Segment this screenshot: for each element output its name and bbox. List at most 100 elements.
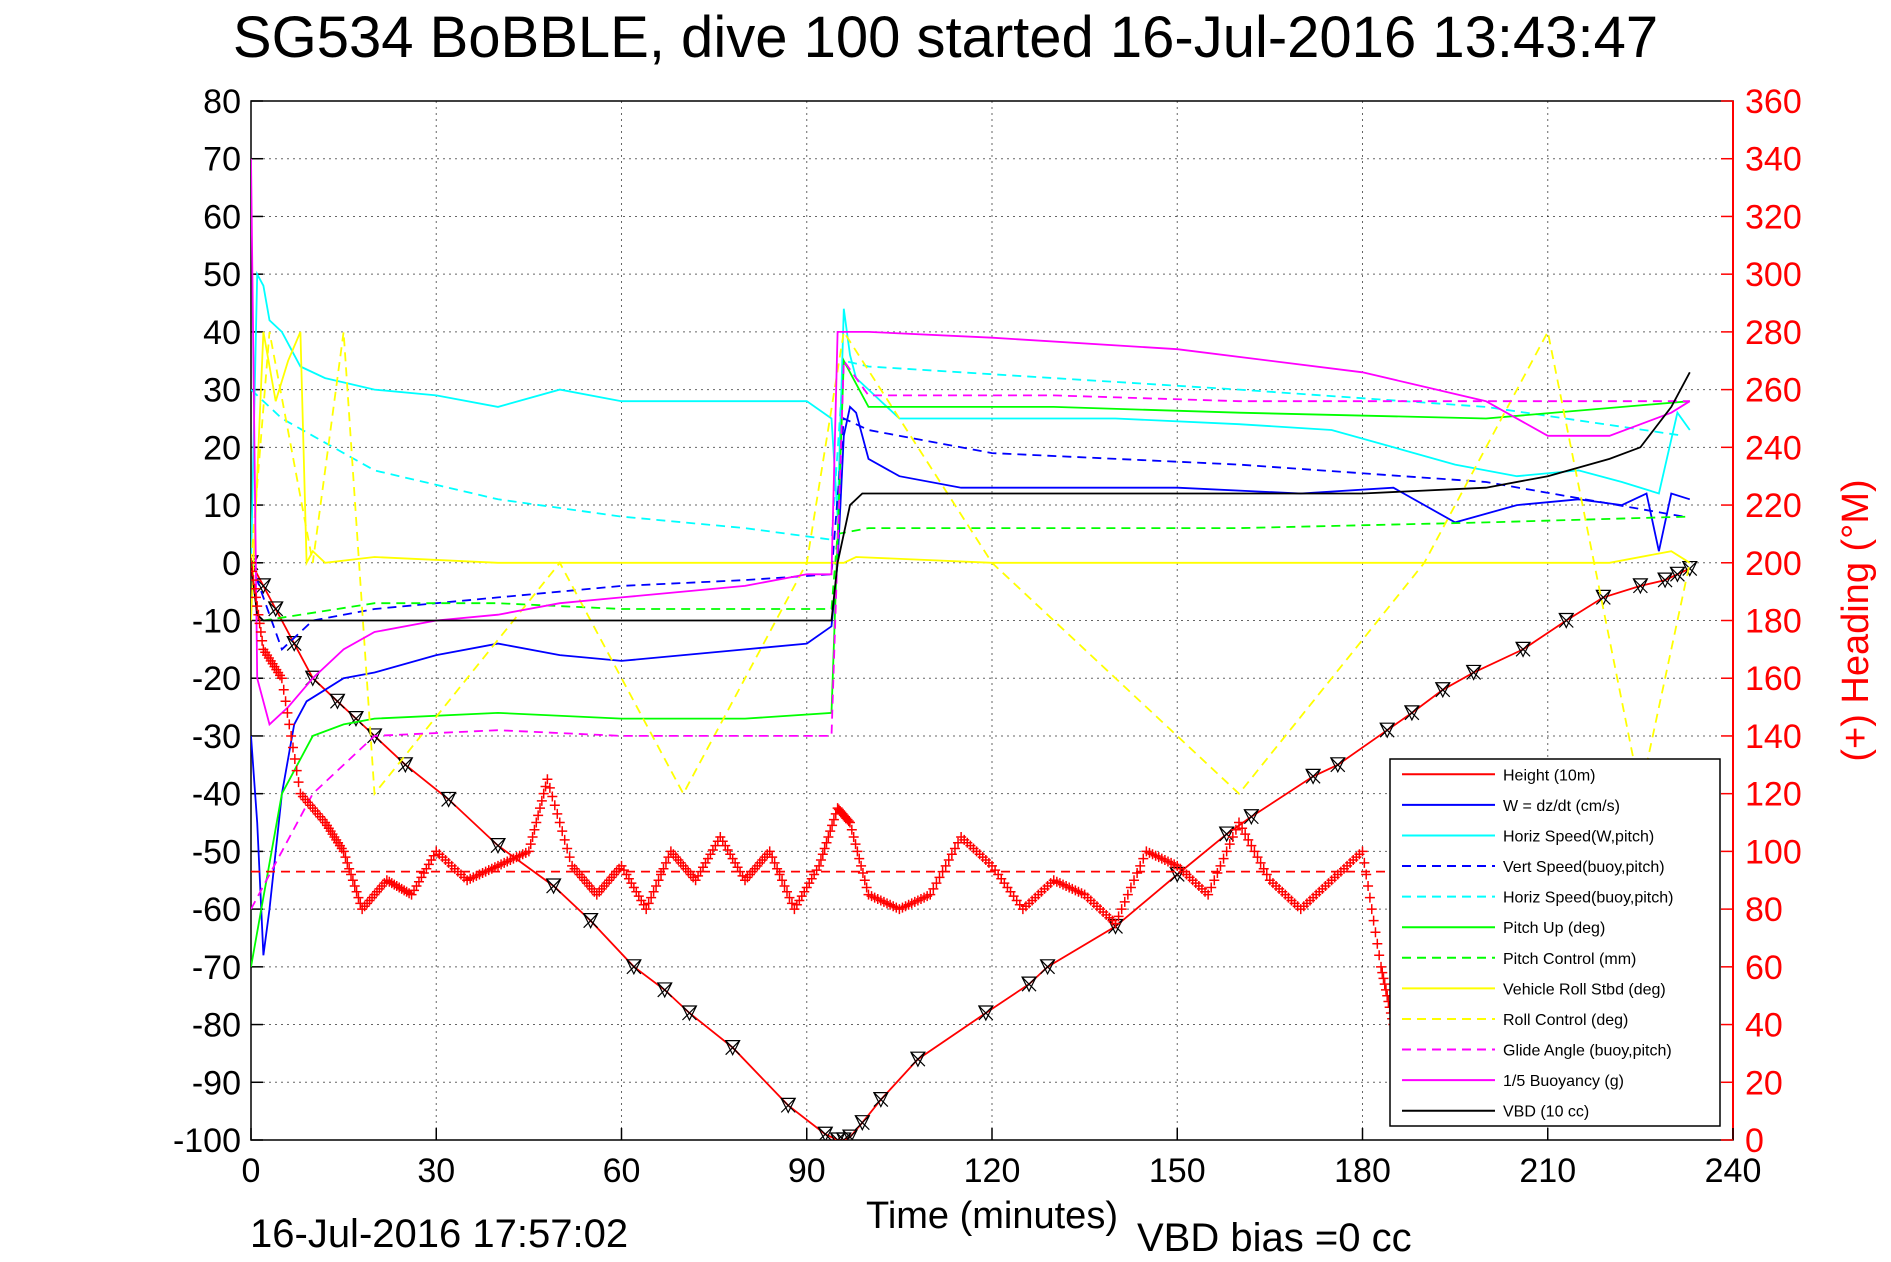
legend-label-horiz-speed-w-pitch: Horiz Speed(W,pitch) xyxy=(1503,828,1654,845)
heading-m-marker xyxy=(291,765,302,776)
heading-m-marker xyxy=(651,881,662,892)
heading-m-marker xyxy=(428,850,439,861)
heading-m-marker xyxy=(856,860,867,871)
heading-m-marker xyxy=(278,684,289,695)
heading-m-marker xyxy=(737,870,748,881)
heading-m-marker xyxy=(660,857,671,868)
y2-tick-label: 200 xyxy=(1745,545,1802,583)
heading-m-marker xyxy=(554,817,565,828)
y-tick-label: -90 xyxy=(192,1064,241,1102)
legend-label-w-dz-dt-cm-s: W = dz/dt (cm/s) xyxy=(1503,798,1620,815)
heading-m-marker xyxy=(280,696,291,707)
x-tick-label: 210 xyxy=(1519,1152,1576,1190)
x-tick-label: 180 xyxy=(1334,1152,1391,1190)
height-10m-marker xyxy=(286,635,303,652)
y-tick-label: 50 xyxy=(203,256,241,294)
y2-tick-label: 240 xyxy=(1745,429,1802,467)
heading-m-marker xyxy=(931,878,942,889)
heading-m-marker xyxy=(342,857,353,868)
heading-m-marker xyxy=(819,843,830,854)
heading-m-marker xyxy=(1230,824,1241,835)
heading-m-marker xyxy=(282,707,293,718)
heading-m-marker xyxy=(789,904,800,915)
heading-m-marker xyxy=(727,853,738,864)
heading-m-marker xyxy=(861,882,872,893)
heading-m-marker xyxy=(646,892,657,903)
legend-label-pitch-control-mm: Pitch Control (mm) xyxy=(1503,951,1636,968)
height-10m-marker xyxy=(842,1129,858,1140)
heading-m-marker xyxy=(717,836,728,847)
heading-m-marker xyxy=(251,583,260,594)
x-tick-label: 240 xyxy=(1705,1152,1762,1190)
heading-m-marker xyxy=(643,898,654,909)
x-tick-label: 150 xyxy=(1149,1152,1206,1190)
heading-m-marker xyxy=(848,831,859,842)
heading-m-marker xyxy=(1359,857,1370,868)
heading-m-marker xyxy=(823,831,834,842)
heading-m-marker xyxy=(287,742,298,753)
heading-m-marker xyxy=(1218,853,1229,864)
heading-m-marker xyxy=(827,820,838,831)
heading-m-marker xyxy=(1363,881,1374,892)
heading-m-marker xyxy=(409,885,420,896)
heading-m-marker xyxy=(857,868,868,879)
heading-m-marker xyxy=(705,849,716,860)
heading-m-marker xyxy=(796,891,807,902)
height-10m-marker xyxy=(1305,768,1322,785)
heading-m-marker xyxy=(953,837,964,848)
y2-tick-label: 300 xyxy=(1745,256,1802,294)
legend-label-horiz-speed-buoy-pitch: Horiz Speed(buoy,pitch) xyxy=(1503,890,1673,907)
heading-m-marker xyxy=(1364,892,1375,903)
heading-m-marker xyxy=(618,865,629,876)
heading-m-marker xyxy=(626,878,637,889)
height-10m-marker xyxy=(545,878,562,895)
heading-m-marker xyxy=(540,781,551,792)
vbd-10-cc-line xyxy=(251,371,1691,622)
heading-m-marker xyxy=(251,566,258,577)
heading-m-marker xyxy=(949,843,960,854)
height-10m-marker xyxy=(625,959,642,976)
heading-m-marker xyxy=(531,817,542,828)
heading-m-marker xyxy=(1125,882,1136,893)
heading-m-marker xyxy=(1372,938,1383,949)
heading-m-marker xyxy=(538,788,549,799)
height-10m-marker xyxy=(681,1005,698,1022)
legend-label-vehicle-roll-stbd-deg: Vehicle Roll Stbd (deg) xyxy=(1503,981,1666,998)
pitch-up-deg-line xyxy=(251,357,1690,967)
heading-m-marker xyxy=(817,849,828,860)
heading-m-marker xyxy=(850,839,861,850)
heading-m-marker xyxy=(730,857,741,868)
heading-m-marker xyxy=(552,808,563,819)
y2-tick-label: 120 xyxy=(1745,776,1802,814)
y2-tick-label: 40 xyxy=(1745,1007,1783,1045)
heading-m-marker xyxy=(1215,860,1226,871)
heading-m-marker xyxy=(1221,846,1232,857)
heading-m-marker xyxy=(562,843,573,854)
heading-m-marker xyxy=(534,803,545,814)
height-10m-marker xyxy=(582,913,599,929)
heading-m-marker xyxy=(859,875,870,886)
legend-label-glide-angle-buoy-pitch: Glide Angle (buoy,pitch) xyxy=(1503,1043,1672,1060)
y2-axis-label: (+) Heading (°M) xyxy=(1835,479,1877,761)
heading-m-marker xyxy=(423,859,434,870)
height-10m-marker xyxy=(267,601,284,618)
height-10m-marker xyxy=(1632,578,1649,595)
heading-m-marker xyxy=(815,855,826,866)
x-tick-label: 60 xyxy=(603,1152,641,1190)
heading-m-marker xyxy=(784,892,795,903)
heading-m-marker xyxy=(725,849,736,860)
y2-tick-label: 80 xyxy=(1745,891,1783,929)
footer-date: 16-Jul-2016 17:57:02 xyxy=(250,1212,629,1256)
heading-m-marker xyxy=(1261,869,1272,880)
y2-tick-label: 140 xyxy=(1745,718,1802,756)
y-tick-label: 10 xyxy=(203,487,241,525)
heading-m-marker xyxy=(1209,875,1220,886)
y2-tick-label: 220 xyxy=(1745,487,1802,525)
y2-tick-label: 280 xyxy=(1745,314,1802,352)
heading-m-marker xyxy=(1212,868,1223,879)
heading-m-marker xyxy=(934,872,945,883)
height-10m-marker xyxy=(854,1115,871,1132)
y-tick-label: -30 xyxy=(192,718,241,756)
heading-m-marker xyxy=(1368,915,1379,926)
heading-m-marker xyxy=(547,791,558,802)
